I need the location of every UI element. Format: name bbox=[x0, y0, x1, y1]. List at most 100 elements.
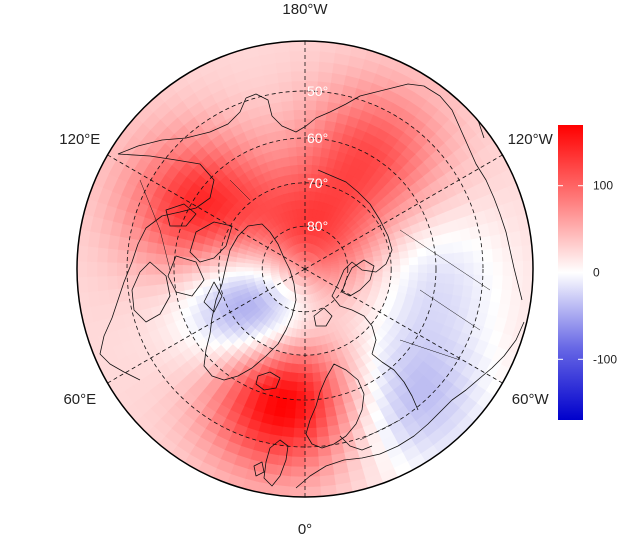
field-cell bbox=[531, 276, 533, 295]
field-cell bbox=[288, 41, 306, 53]
field-cell bbox=[282, 416, 295, 428]
field-cell bbox=[292, 100, 306, 111]
field-cell bbox=[182, 264, 193, 274]
field-cell bbox=[461, 239, 473, 253]
field-cell bbox=[291, 173, 300, 184]
field-cell bbox=[472, 274, 484, 288]
field-cell bbox=[298, 182, 306, 193]
anomaly-field bbox=[77, 41, 533, 497]
field-cell bbox=[218, 265, 228, 273]
field-cell bbox=[288, 41, 306, 42]
field-cell bbox=[183, 280, 195, 291]
field-cell bbox=[295, 390, 306, 401]
field-cell bbox=[283, 407, 296, 419]
field-cell bbox=[451, 241, 464, 254]
field-cell bbox=[408, 264, 419, 274]
field-cell bbox=[408, 256, 419, 266]
field-cell bbox=[77, 244, 89, 262]
longitude-label: 60°E bbox=[63, 391, 96, 408]
field-cell bbox=[117, 249, 129, 264]
field-cell bbox=[296, 381, 306, 392]
field-cell bbox=[301, 217, 306, 227]
field-cell bbox=[304, 146, 314, 157]
field-cell bbox=[155, 253, 166, 265]
field-cell bbox=[299, 191, 306, 201]
field-cell bbox=[297, 363, 306, 374]
latitude-label: 60° bbox=[307, 130, 328, 146]
field-cell bbox=[304, 363, 313, 374]
field-cell bbox=[274, 51, 291, 64]
field-cell bbox=[290, 164, 299, 176]
field-cell bbox=[301, 225, 306, 236]
field-cell bbox=[155, 273, 166, 285]
field-cell bbox=[294, 128, 306, 139]
field-cell bbox=[315, 425, 329, 438]
field-cell bbox=[304, 311, 309, 321]
field-cell bbox=[77, 243, 79, 262]
field-cell bbox=[236, 266, 246, 272]
field-cell bbox=[453, 252, 465, 265]
field-cell bbox=[293, 191, 301, 202]
field-cell bbox=[531, 243, 533, 262]
field-cell bbox=[407, 249, 418, 259]
longitude-label: 60°W bbox=[512, 391, 550, 408]
field-cell bbox=[521, 276, 533, 294]
field-cell bbox=[209, 265, 220, 273]
field-cell bbox=[278, 444, 293, 457]
field-cell bbox=[462, 274, 474, 287]
field-cell bbox=[304, 399, 316, 410]
field-cell bbox=[304, 155, 314, 166]
field-cell bbox=[444, 253, 455, 265]
field-cell bbox=[399, 265, 410, 273]
field-cell bbox=[522, 260, 533, 278]
field-cell bbox=[444, 273, 455, 285]
field-cell bbox=[145, 252, 157, 265]
field-cell bbox=[292, 436, 306, 448]
field-cell bbox=[304, 485, 322, 497]
field-cell bbox=[292, 182, 300, 193]
field-cell bbox=[454, 263, 465, 275]
field-cell bbox=[77, 276, 79, 295]
field-cell bbox=[316, 435, 331, 447]
field-cell bbox=[398, 250, 409, 260]
field-cell bbox=[290, 455, 306, 467]
latitude-label: 50° bbox=[307, 83, 328, 99]
field-cell bbox=[136, 251, 148, 264]
field-cell bbox=[97, 246, 109, 263]
colorbar-tick-label: 100 bbox=[593, 179, 613, 193]
field-cell bbox=[97, 261, 108, 277]
field-cell bbox=[304, 446, 319, 458]
field-cell bbox=[364, 261, 375, 268]
field-cell bbox=[289, 50, 306, 63]
field-cell bbox=[304, 100, 318, 111]
field-cell bbox=[320, 379, 331, 391]
field-cell bbox=[472, 262, 484, 276]
field-cell bbox=[304, 319, 310, 330]
field-cell bbox=[182, 272, 194, 283]
field-cell bbox=[145, 273, 157, 286]
field-cell bbox=[126, 262, 137, 276]
field-cell bbox=[390, 265, 401, 273]
field-cell bbox=[87, 261, 98, 277]
field-cell bbox=[275, 61, 292, 74]
field-cell bbox=[415, 247, 427, 258]
field-cell bbox=[481, 274, 493, 289]
field-cell bbox=[304, 328, 311, 339]
field-cell bbox=[137, 285, 149, 299]
field-cell bbox=[288, 496, 306, 497]
field-cell bbox=[502, 261, 513, 277]
field-cell bbox=[408, 272, 419, 282]
field-cell bbox=[127, 286, 140, 301]
field-cell bbox=[173, 272, 185, 284]
field-cell bbox=[314, 119, 327, 131]
field-cell bbox=[107, 261, 118, 277]
latitude-label: 70° bbox=[307, 175, 328, 191]
field-cell bbox=[295, 200, 302, 210]
field-cell bbox=[107, 275, 119, 290]
field-cell bbox=[382, 265, 392, 273]
field-cell bbox=[300, 208, 306, 219]
field-cell bbox=[453, 273, 465, 286]
field-cell bbox=[290, 71, 306, 83]
field-cell bbox=[117, 262, 128, 276]
